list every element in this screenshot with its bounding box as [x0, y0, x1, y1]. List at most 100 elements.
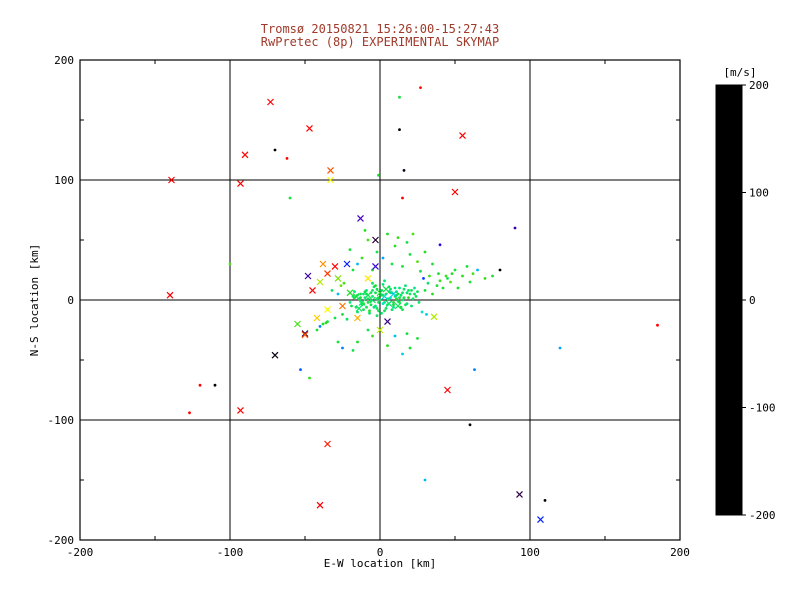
- data-point-x: [327, 176, 334, 184]
- data-point-dot: [401, 298, 404, 302]
- plot-title-line1: Tromsø 20150821 15:26:00-15:27:43: [261, 22, 499, 36]
- data-point-x: [306, 124, 313, 132]
- data-point-x: [451, 188, 459, 196]
- data-point-dot: [374, 284, 377, 287]
- data-point-dot: [378, 298, 382, 302]
- data-point-x: [324, 306, 331, 314]
- data-point-dot: [351, 349, 355, 352]
- data-point-dot: [446, 277, 449, 280]
- data-point-dot: [437, 272, 440, 275]
- data-point-x: [346, 289, 354, 297]
- x-tick-label: -100: [217, 546, 244, 559]
- data-point-x: [382, 285, 390, 293]
- data-point-dot: [375, 307, 379, 310]
- data-point-x: [316, 501, 324, 509]
- data-point-dot: [374, 291, 377, 295]
- data-point-x: [343, 260, 351, 268]
- data-point-dot: [408, 292, 412, 296]
- data-point-dot: [401, 265, 404, 268]
- data-point-dot: [431, 262, 434, 266]
- data-point-dot: [351, 268, 355, 272]
- data-point-x: [352, 292, 360, 300]
- data-point-dot: [419, 269, 422, 273]
- data-point-dot: [362, 292, 365, 296]
- data-point-dot: [453, 268, 457, 272]
- data-point-x: [376, 289, 384, 297]
- data-point-dot: [353, 290, 356, 293]
- data-point-dot: [377, 301, 380, 304]
- data-point-dot: [368, 311, 371, 315]
- data-point-dot: [372, 305, 376, 309]
- data-point-dot: [318, 325, 322, 328]
- data-point-dot: [407, 296, 410, 299]
- data-point-dot: [359, 292, 362, 296]
- data-point-dot: [375, 314, 379, 317]
- data-point-dot: [384, 307, 388, 310]
- data-point-x: [394, 302, 402, 310]
- data-point-dot: [392, 303, 395, 307]
- y-tick-label: -200: [48, 534, 75, 547]
- data-point-dot: [416, 290, 419, 293]
- data-point-dot: [393, 334, 397, 338]
- data-point-dot: [371, 334, 374, 338]
- data-point-dot: [369, 303, 373, 307]
- data-point-x: [301, 330, 309, 338]
- data-point-dot: [393, 286, 397, 290]
- data-point-dot: [188, 411, 191, 415]
- data-point-dot: [444, 274, 448, 278]
- data-point-dot: [468, 280, 472, 284]
- data-point-dot: [366, 297, 370, 301]
- data-point-dot: [404, 284, 407, 287]
- data-point-x: [364, 291, 372, 299]
- data-point-dot: [356, 340, 359, 344]
- data-point-dot: [333, 316, 337, 320]
- data-point-dot: [398, 286, 401, 290]
- data-point-x: [357, 214, 364, 222]
- data-point-dot: [456, 286, 460, 290]
- data-point-dot: [381, 302, 385, 305]
- data-point-dot: [401, 196, 404, 200]
- data-point-dot: [491, 274, 494, 278]
- data-point-dot: [392, 301, 395, 304]
- data-point-dot: [471, 272, 475, 275]
- data-point-x: [381, 292, 388, 300]
- data-point-dot: [428, 274, 431, 278]
- data-point-x: [313, 314, 321, 322]
- colorbar-gradient: [716, 85, 742, 515]
- y-tick-label: 200: [54, 54, 74, 67]
- data-point-x: [372, 236, 379, 244]
- data-point-dot: [392, 305, 395, 309]
- data-point-x: [237, 180, 244, 188]
- y-tick-label: 100: [54, 174, 74, 187]
- data-point-x: [384, 318, 391, 326]
- y-axis-label: N-S location [km]: [28, 244, 41, 357]
- data-point-dot: [401, 352, 404, 356]
- data-point-dot: [483, 277, 487, 280]
- data-point-dot: [362, 308, 365, 311]
- data-point-dot: [396, 236, 400, 240]
- data-point-dot: [389, 287, 392, 291]
- data-point-x: [324, 270, 331, 278]
- data-point-dot: [513, 226, 517, 230]
- data-point-dot: [498, 268, 502, 272]
- data-point-x: [537, 516, 544, 524]
- data-point-dot: [348, 301, 352, 304]
- data-point-x: [358, 298, 366, 306]
- data-point-dot: [450, 272, 454, 275]
- data-point-dot: [336, 340, 340, 344]
- data-point-dot: [356, 262, 359, 266]
- data-point-x: [267, 98, 274, 106]
- data-point-x: [459, 132, 466, 140]
- data-point-dot: [348, 248, 352, 252]
- colorbar-tick-label: 200: [749, 79, 769, 92]
- data-point-dot: [383, 309, 386, 313]
- data-point-x: [301, 331, 309, 339]
- data-point-x: [516, 490, 523, 498]
- data-point-x: [364, 274, 372, 282]
- y-tick-label: -100: [48, 414, 75, 427]
- data-point-dot: [410, 304, 413, 308]
- data-point-dot: [381, 283, 385, 286]
- x-tick-label: 100: [520, 546, 540, 559]
- data-point-x: [271, 351, 279, 359]
